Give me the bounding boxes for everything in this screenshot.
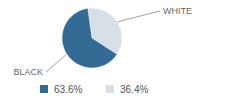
pie-slice <box>62 8 117 68</box>
leader-line <box>46 54 67 72</box>
legend-label: 36.4% <box>120 84 148 95</box>
legend: 63.6% 36.4% <box>40 84 148 95</box>
pie <box>62 8 122 68</box>
chart-svg: BLACK WHITE 63.6% 36.4% <box>0 0 240 100</box>
slice-label: BLACK <box>13 67 43 77</box>
leader-line <box>117 11 160 22</box>
legend-swatch <box>106 85 114 93</box>
chart: BLACK WHITE 63.6% 36.4% <box>0 0 240 100</box>
legend-swatch <box>40 85 48 93</box>
legend-label: 63.6% <box>54 84 82 95</box>
slice-label: WHITE <box>163 6 192 16</box>
